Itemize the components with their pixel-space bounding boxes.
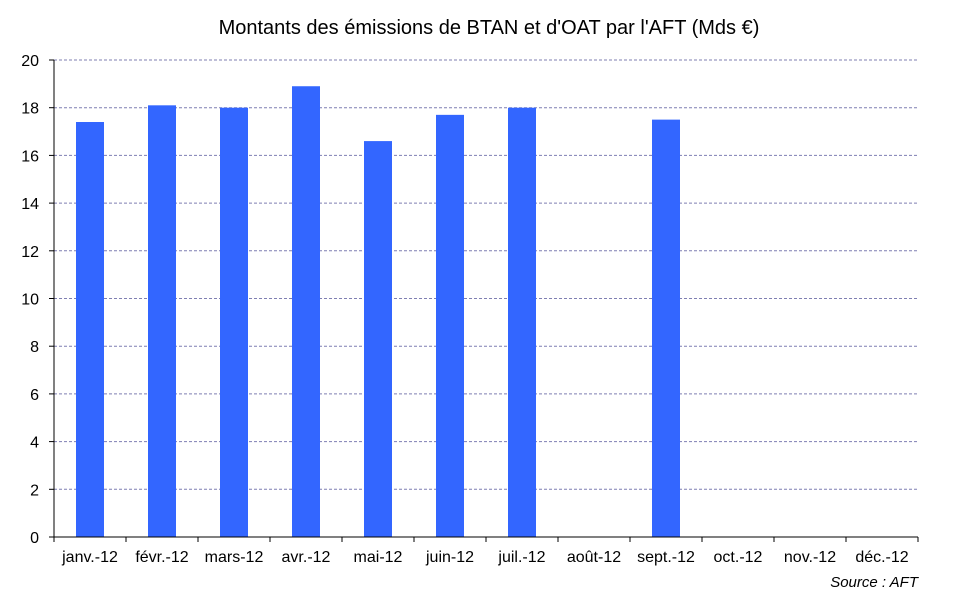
x-tick-label: févr.-12 [135,549,188,566]
y-tick-label: 18 [21,101,39,118]
x-tick-label: nov.-12 [784,549,836,566]
y-tick-label: 6 [30,387,39,404]
bar-mars-12 [220,107,248,537]
x-tick-label: déc.-12 [855,549,908,566]
x-tick-label: juil.-12 [497,549,545,566]
bar-janv.-12 [76,122,104,537]
axes [49,59,919,542]
y-tick-label: 2 [30,482,39,499]
y-tick-label: 12 [21,244,39,261]
y-tick-label: 8 [30,339,39,356]
x-tick-label: janv.-12 [61,549,118,566]
y-tick-label: 16 [21,148,39,165]
x-tick-label: sept.-12 [637,549,695,566]
chart-title: Montants des émissions de BTAN et d'OAT … [219,17,760,39]
x-tick-label: avr.-12 [282,549,331,566]
y-tick-label: 4 [30,435,39,452]
bar-mai-12 [364,141,392,537]
x-tick-label: août-12 [567,549,621,566]
bar-juil.-12 [508,107,536,537]
y-tick-label: 0 [30,530,39,547]
bar-avr.-12 [292,86,320,538]
bar-juin-12 [436,114,464,537]
x-tick-labels: janv.-12 févr.-12 mars-12 avr.-12 mai-12 juin… [61,549,909,566]
y-tick-label: 10 [21,292,39,309]
bar-févr.-12 [148,105,176,537]
source-note: Source : AFT [830,574,920,591]
y-tick-label: 14 [21,196,39,213]
x-tick-label: mars-12 [205,549,264,566]
x-tick-label: juin-12 [425,549,474,566]
x-tick-label: oct.-12 [714,549,763,566]
gridlines [54,59,918,490]
x-tick-label: mai-12 [354,549,403,566]
bar-sept.-12 [652,119,680,537]
y-tick-label: 20 [21,53,39,70]
bars [76,86,680,538]
y-tick-labels: 0 2 4 6 8 10 12 14 16 18 20 [21,53,39,547]
